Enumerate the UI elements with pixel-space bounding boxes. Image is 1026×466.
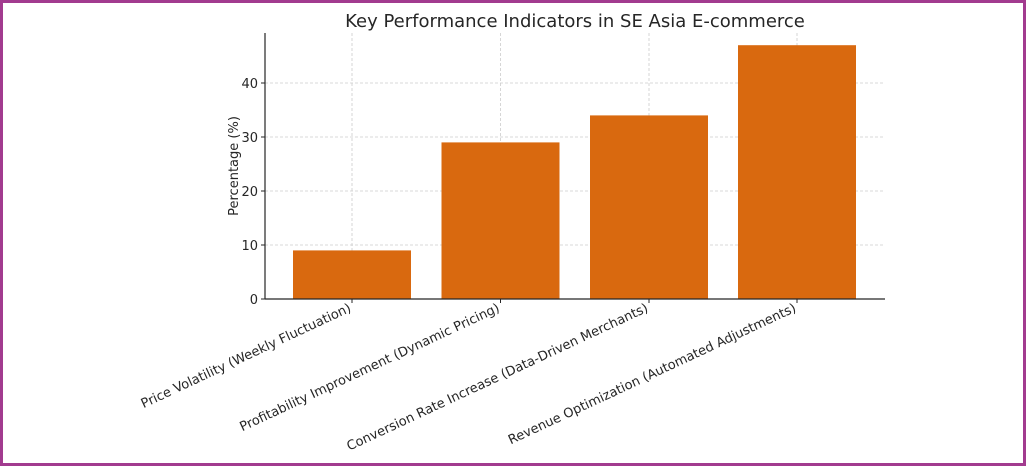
x-ticks: Price Volatility (Weekly Fluctuation)Pro… bbox=[139, 299, 799, 454]
y-tick-label: 30 bbox=[241, 131, 258, 146]
y-ticks: 0 10 20 30 40 bbox=[241, 77, 265, 308]
x-tick-label: Profitability Improvement (Dynamic Prici… bbox=[238, 301, 503, 435]
axes bbox=[264, 33, 885, 300]
bars bbox=[293, 45, 856, 300]
y-tick-label: 40 bbox=[241, 77, 258, 92]
y-tick-label: 0 bbox=[250, 293, 258, 308]
chart-title: Key Performance Indicators in SE Asia E-… bbox=[345, 11, 805, 32]
y-tick-label: 20 bbox=[241, 185, 258, 200]
x-tick-label: Conversion Rate Increase (Data-Driven Me… bbox=[345, 301, 651, 454]
bar bbox=[738, 45, 856, 300]
bar bbox=[293, 250, 411, 299]
y-axis-label: Percentage (%) bbox=[227, 116, 242, 216]
bar bbox=[590, 115, 708, 300]
bar bbox=[441, 142, 560, 299]
y-tick-label: 10 bbox=[241, 239, 258, 254]
x-tick-label: Revenue Optimization (Automated Adjustme… bbox=[506, 301, 799, 448]
